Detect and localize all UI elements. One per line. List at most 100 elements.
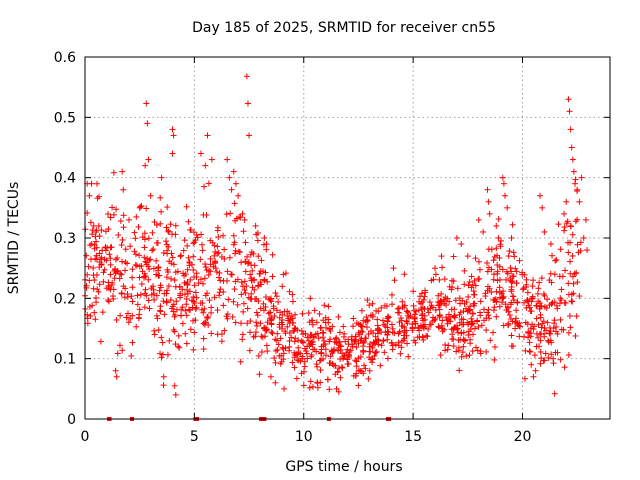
data-point xyxy=(309,321,316,328)
data-point xyxy=(163,298,170,305)
data-point xyxy=(119,236,126,243)
data-point xyxy=(190,240,197,247)
data-point xyxy=(557,246,564,253)
y-tick-label: 0.5 xyxy=(54,110,76,126)
data-point xyxy=(534,290,541,297)
data-point xyxy=(373,348,380,355)
data-point xyxy=(151,296,158,303)
data-point xyxy=(248,277,255,284)
data-point xyxy=(465,332,472,339)
data-point xyxy=(255,352,262,359)
data-point xyxy=(570,280,577,287)
data-point xyxy=(561,210,568,217)
data-point xyxy=(113,316,120,323)
data-point xyxy=(474,347,481,354)
data-point xyxy=(96,281,103,288)
data-point xyxy=(241,278,248,285)
data-point xyxy=(488,246,495,253)
data-point xyxy=(252,222,259,229)
data-point xyxy=(344,346,351,353)
data-point xyxy=(240,228,247,235)
data-point xyxy=(274,330,281,337)
data-point xyxy=(145,235,152,242)
data-point xyxy=(426,299,433,306)
data-point xyxy=(223,313,230,320)
data-point xyxy=(400,304,407,311)
data-point xyxy=(127,315,134,322)
data-point xyxy=(262,303,269,310)
data-point xyxy=(442,347,449,354)
data-point xyxy=(295,357,302,364)
data-point xyxy=(359,323,366,330)
data-point xyxy=(214,307,221,314)
data-point xyxy=(198,306,205,313)
data-point xyxy=(453,348,460,355)
data-point xyxy=(469,310,476,317)
data-point xyxy=(437,352,444,359)
data-point xyxy=(538,275,545,282)
data-point xyxy=(351,338,358,345)
data-point xyxy=(467,340,474,347)
data-point xyxy=(201,275,208,282)
data-point xyxy=(276,314,283,321)
data-point xyxy=(300,331,307,338)
data-point xyxy=(463,353,470,360)
data-point xyxy=(420,323,427,330)
data-point xyxy=(566,312,573,319)
data-point xyxy=(314,384,321,391)
data-point xyxy=(493,313,500,320)
data-point xyxy=(273,307,280,314)
data-point xyxy=(315,335,322,342)
data-point xyxy=(161,311,168,318)
data-point xyxy=(286,288,293,295)
data-point xyxy=(291,338,298,345)
data-point xyxy=(513,280,520,287)
data-point xyxy=(396,319,403,326)
data-point xyxy=(146,305,153,312)
data-point xyxy=(390,265,397,272)
data-point xyxy=(565,96,572,103)
data-point xyxy=(279,283,286,290)
data-point xyxy=(245,259,252,266)
data-point xyxy=(199,247,206,254)
data-point xyxy=(231,200,238,207)
data-point xyxy=(91,309,98,316)
data-point xyxy=(184,242,191,249)
data-point xyxy=(438,290,445,297)
data-point xyxy=(167,297,174,304)
data-point xyxy=(182,330,189,337)
data-point xyxy=(261,235,268,241)
data-point xyxy=(533,315,540,322)
data-point xyxy=(158,354,165,361)
data-point xyxy=(97,338,104,345)
data-point xyxy=(465,328,472,335)
data-point xyxy=(118,271,125,278)
data-point xyxy=(108,281,115,288)
data-point xyxy=(87,219,94,226)
data-point xyxy=(535,285,542,292)
data-point xyxy=(300,382,307,389)
data-point xyxy=(286,337,293,344)
data-point xyxy=(272,289,279,296)
data-point xyxy=(477,298,484,305)
data-point xyxy=(242,239,249,246)
data-point xyxy=(326,386,333,393)
data-point xyxy=(499,266,506,273)
data-point xyxy=(119,168,126,175)
data-point xyxy=(208,330,215,337)
data-point xyxy=(317,367,324,374)
data-point xyxy=(232,180,239,187)
data-point xyxy=(362,335,369,342)
data-point xyxy=(272,347,279,354)
data-point xyxy=(465,293,472,300)
data-point xyxy=(311,307,318,314)
data-point xyxy=(232,247,239,254)
data-point xyxy=(445,318,452,325)
data-point xyxy=(537,192,543,199)
data-point xyxy=(203,267,210,274)
data-point xyxy=(282,270,289,277)
data-point xyxy=(269,273,276,280)
data-point xyxy=(149,229,156,236)
data-point xyxy=(455,337,462,344)
data-point xyxy=(366,302,373,309)
